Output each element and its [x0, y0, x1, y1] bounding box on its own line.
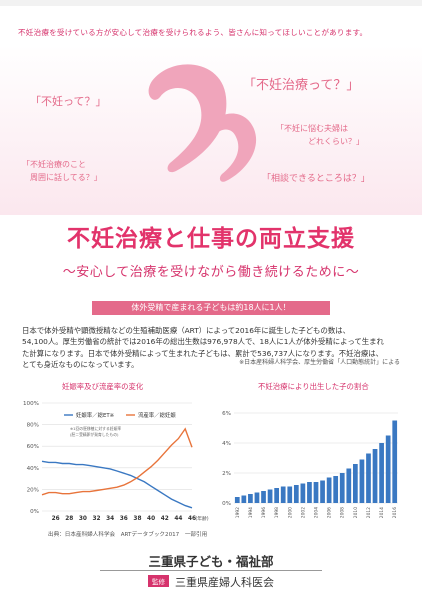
- x-tick-label: 2014: [379, 507, 385, 518]
- bar: [385, 435, 391, 503]
- hero-background: [0, 45, 422, 215]
- heart-left-icon: [148, 64, 227, 173]
- x-tick-label: 1994: [248, 507, 254, 518]
- x-unit-label: (年齢): [195, 515, 208, 522]
- legend-note: ※1回の胚移植に対する妊娠率: [70, 426, 121, 431]
- heart-right-icon: [207, 113, 257, 182]
- bar: [287, 486, 293, 503]
- bar: [280, 486, 286, 503]
- x-tick-label: 1996: [261, 507, 267, 518]
- line-chart: 0% 20% 40% 60% 80% 100% 26 28 30 32 34 36 38 40 42 44 46…: [23, 401, 209, 522]
- body-line: とても身近なものになっています。: [22, 359, 139, 369]
- bubble-what-is-treatment: 「不妊治療って？」: [243, 78, 360, 93]
- bar: [300, 483, 306, 503]
- bar: [320, 480, 325, 503]
- x-tick-label: 44: [174, 516, 182, 522]
- bubble-how-many-couples: 「不妊に悩む夫婦は: [276, 124, 348, 133]
- legend-note: (胚＝受精卵が発育したもの): [70, 432, 119, 437]
- chart-right-title: 不妊治療により出生した子の割合: [258, 382, 369, 391]
- x-tick-label: 30: [79, 516, 87, 522]
- page-subtitle: 〜安心して治療を受けながら働き続けるために〜: [62, 265, 360, 280]
- x-tick-label: 2002: [300, 507, 306, 518]
- bubble-where-to-consult: 「相談できるところは？」: [262, 174, 370, 184]
- bar: [366, 453, 371, 503]
- body-line: 54,100人。厚生労働省の統計では2016年の総出生数は976,978人で、1…: [22, 337, 384, 347]
- body-line: 日本で体外受精や顕微授精などの生殖補助医療（ART）によって2016年に誕生した…: [22, 326, 351, 335]
- top-strip: [0, 0, 422, 6]
- organization-name: 三重県子ども・福祉部: [148, 554, 274, 569]
- x-tick-label: 2012: [366, 507, 372, 518]
- bar: [248, 494, 253, 503]
- bar: [379, 443, 384, 503]
- x-tick-label: 42: [161, 516, 169, 522]
- bar: [313, 482, 319, 503]
- x-tick-label: 46: [188, 516, 196, 522]
- bar: [267, 489, 273, 503]
- hero-illustration: 「不妊って？」 「不妊治療って？」 「不妊に悩む夫婦は どれくらい？」 「不妊治…: [0, 45, 422, 215]
- y-tick-label: 100%: [23, 401, 39, 407]
- bar: [261, 491, 266, 503]
- chart-left-title: 妊娠率及び流産率の変化: [62, 382, 144, 391]
- bubble-tell-others: 「不妊治療のこと: [22, 160, 86, 169]
- bar: [307, 482, 312, 503]
- series-line-pregnancy-rate: [41, 460, 193, 509]
- page-title: 不妊治療と仕事の両立支援: [67, 226, 355, 252]
- bar: [241, 495, 247, 503]
- x-tick-label: 34: [106, 516, 114, 522]
- source-note: ※日本産科婦人科学会、厚生労働省「人口動態統計」による: [239, 359, 400, 366]
- bar-chart: 0% 2% 4% 6% 1992 1994 1996 1998 2000 2002 2004 2006…: [222, 411, 398, 518]
- supervisor-name: 三重県産婦人科医会: [175, 576, 274, 589]
- statistic-banner: 体外受精で産まれる子どもは約18人に1人！: [92, 301, 330, 315]
- y-tick-label: 80%: [27, 423, 39, 429]
- x-tick-label: 2000: [287, 507, 293, 518]
- y-tick-label: 20%: [27, 487, 39, 493]
- x-tick-label: 2016: [392, 507, 398, 518]
- y-tick-label: 0%: [30, 509, 39, 515]
- bar: [372, 449, 378, 503]
- divider: [100, 570, 322, 571]
- y-tick-label: 0%: [222, 501, 231, 507]
- bubble-how-many-couples-2: どれくらい？」: [308, 137, 364, 146]
- x-tick-label: 1992: [235, 507, 241, 518]
- series-line-miscarriage-rate: [41, 427, 193, 496]
- x-tick-label: 38: [133, 516, 141, 522]
- intro-text: 不妊治療を受けている方が安心して治療を受けられるよう、皆さんに知ってほしいことが…: [18, 28, 368, 37]
- bar: [352, 464, 358, 503]
- y-tick-label: 2%: [222, 471, 231, 477]
- x-tick-label: 32: [93, 516, 101, 522]
- bar: [333, 476, 339, 503]
- y-tick-label: 60%: [27, 444, 39, 450]
- supervisor-badge: 監修: [148, 575, 169, 587]
- bar: [339, 473, 345, 503]
- x-tick-label: 40: [147, 516, 155, 522]
- bar: [346, 468, 352, 503]
- bubble-tell-others-2: 周囲に話してる？」: [30, 173, 102, 182]
- supervisor-row: 監修 三重県産婦人科医会: [0, 574, 422, 590]
- x-tick-label: 26: [52, 516, 60, 522]
- bar: [359, 459, 365, 503]
- chart-source-note: 出典：日本産科婦人科学会 ARTデータブック2017 一部引用: [48, 532, 208, 538]
- x-tick-label: 2006: [327, 507, 333, 518]
- x-tick-label: 2010: [353, 507, 359, 518]
- x-tick-label: 36: [120, 516, 128, 522]
- y-tick-label: 40%: [27, 466, 39, 472]
- y-tick-label: 4%: [222, 441, 231, 447]
- body-paragraph: 日本で体外受精や顕微授精などの生殖補助医療（ART）によって2016年に誕生した…: [22, 325, 402, 370]
- bar: [274, 488, 280, 503]
- x-tick-label: 1998: [274, 507, 280, 518]
- y-tick-label: 6%: [222, 411, 231, 417]
- bubble-what-is-infertility: 「不妊って？」: [30, 95, 107, 108]
- x-tick-label: 28: [65, 516, 73, 522]
- bar: [234, 497, 240, 503]
- x-tick-label: 2004: [314, 507, 320, 518]
- bar: [392, 420, 398, 503]
- bar: [326, 477, 332, 503]
- bar: [254, 492, 260, 503]
- body-line: た計算になります。日本で体外受精によって生まれた子どもは、累計で536,737人…: [22, 348, 384, 358]
- legend-label: 妊娠率／総ET※: [76, 411, 114, 419]
- bar: [293, 485, 299, 503]
- x-tick-label: 2008: [340, 507, 346, 518]
- legend-label: 流産率／総妊娠: [138, 411, 176, 419]
